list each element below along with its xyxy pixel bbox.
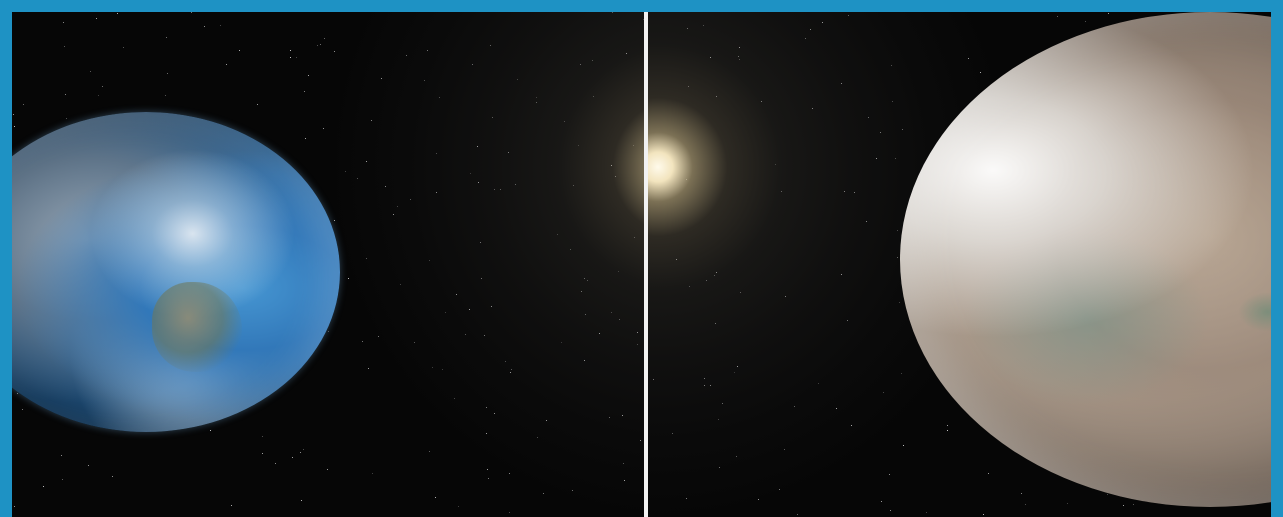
star [239, 50, 240, 51]
star [14, 506, 15, 507]
star [210, 430, 211, 431]
star [797, 514, 798, 515]
star [123, 47, 124, 48]
star [292, 457, 293, 458]
star [296, 57, 297, 58]
star [304, 91, 305, 92]
star [323, 128, 324, 129]
star [62, 479, 63, 480]
star [90, 71, 91, 72]
star [488, 478, 489, 479]
star [947, 430, 948, 431]
star [362, 341, 363, 342]
star [262, 453, 263, 454]
star [1133, 504, 1134, 505]
star [328, 331, 329, 332]
star [1057, 16, 1058, 17]
star [372, 473, 373, 474]
star [226, 64, 227, 65]
star [308, 75, 309, 76]
star [65, 94, 66, 95]
star [303, 449, 304, 450]
star [165, 95, 166, 96]
star [204, 26, 205, 27]
left-panel [12, 12, 644, 517]
star [290, 57, 291, 58]
star [487, 469, 488, 470]
star [220, 25, 221, 26]
star [96, 18, 97, 19]
star [300, 452, 301, 453]
star [334, 51, 335, 52]
star [327, 469, 328, 470]
panel-divider [644, 12, 648, 517]
star [1067, 503, 1068, 504]
star [348, 278, 349, 279]
star [368, 368, 369, 369]
star [63, 22, 64, 23]
star [429, 451, 430, 452]
star [98, 95, 99, 96]
star [167, 73, 168, 74]
earth-planet [12, 112, 340, 432]
star [1107, 494, 1108, 495]
star [305, 138, 306, 139]
star [14, 126, 15, 127]
star [17, 393, 18, 394]
star [22, 409, 23, 410]
star [947, 425, 948, 426]
star [926, 512, 927, 513]
star [903, 445, 904, 446]
star [13, 114, 14, 115]
star [889, 474, 890, 475]
star [117, 13, 118, 14]
planet-lake [1238, 292, 1271, 332]
star [320, 44, 321, 45]
star [543, 493, 544, 494]
star [890, 510, 891, 511]
star [64, 46, 65, 47]
star [1021, 493, 1022, 494]
right-panel [648, 12, 1271, 517]
star [983, 514, 984, 515]
star [1123, 505, 1124, 506]
star [509, 473, 510, 474]
star [435, 497, 436, 498]
star [191, 12, 192, 13]
star [324, 38, 325, 39]
star [262, 436, 263, 437]
star [231, 505, 232, 506]
earth-continent [152, 282, 242, 372]
star [1085, 21, 1086, 22]
star [43, 486, 44, 487]
star [988, 473, 989, 474]
star [290, 50, 291, 51]
star [509, 512, 510, 513]
star [881, 501, 882, 502]
star [102, 86, 103, 87]
star [458, 506, 459, 507]
star [257, 104, 258, 105]
star [1025, 504, 1026, 505]
star [61, 455, 62, 456]
star [1108, 13, 1109, 14]
star [166, 37, 167, 38]
star [23, 104, 24, 105]
star [88, 465, 89, 466]
star [301, 500, 302, 501]
star [66, 118, 67, 119]
star [317, 45, 318, 46]
star [112, 476, 113, 477]
star [334, 220, 335, 221]
star [275, 463, 276, 464]
